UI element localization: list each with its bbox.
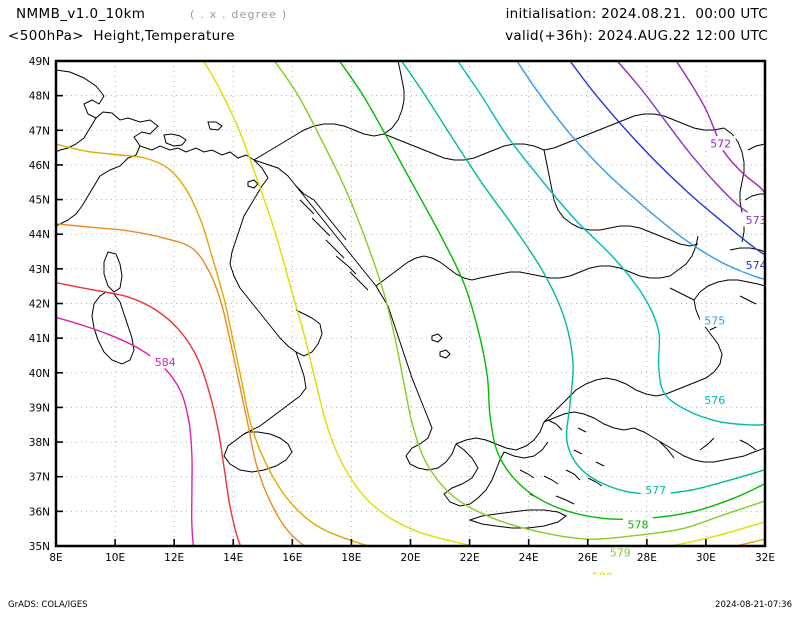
plot-background <box>56 61 765 546</box>
x-axis-tick-label: 28E <box>637 552 657 564</box>
y-axis-tick-label: 46N <box>29 160 50 172</box>
y-axis-tick-label: 49N <box>29 56 50 68</box>
contour-label-mask <box>587 569 618 575</box>
y-axis-tick-label: 36N <box>29 506 50 518</box>
contour-label-579: 579 <box>610 546 631 559</box>
y-axis-tick-label: 45N <box>29 195 50 207</box>
contour-label-mask <box>622 517 653 532</box>
x-axis-tick-label: 26E <box>578 552 598 564</box>
y-axis-tick-label: 40N <box>29 368 50 380</box>
map-canvas: 572573574575576577578579580581582583584 … <box>29 56 775 575</box>
x-axis-tick-label: 20E <box>401 552 421 564</box>
x-axis-tick-label: 8E <box>49 552 62 564</box>
resolution-note: ( . x . degree ) <box>190 8 288 21</box>
x-axis-tick-label: 32E <box>755 552 775 564</box>
map-plot: 572573574575576577578579580581582583584 … <box>29 56 775 575</box>
x-axis-tick-label: 22E <box>460 552 480 564</box>
contour-line-584 <box>56 316 194 546</box>
contour-line-578 <box>339 61 765 521</box>
model-title: NMMB_v1.0_10km <box>16 6 146 22</box>
contour-label-mask <box>741 212 772 227</box>
contour-label-580: 580 <box>592 571 613 575</box>
contour-label-572: 572 <box>710 138 731 151</box>
y-axis-tick-label: 38N <box>29 437 50 449</box>
contour-label-mask <box>699 392 730 407</box>
x-axis-tick-label: 14E <box>223 552 243 564</box>
contour-label-584: 584 <box>155 356 176 369</box>
contour-line-574 <box>569 61 765 256</box>
y-axis-tick-label: 35N <box>29 541 50 553</box>
contour-line-579 <box>274 61 765 540</box>
contour-line-576 <box>457 61 765 426</box>
contour-line-575 <box>516 61 765 280</box>
contour-label-mask <box>705 136 736 151</box>
x-axis-labels: 8E 10E 12E 14E 16E 18E 20E 22E 24E 26E 28E 30E 32E <box>49 552 775 564</box>
contour-line-581 <box>56 143 765 546</box>
axis-ticks <box>55 60 766 547</box>
x-axis-tick-label: 24E <box>519 552 539 564</box>
x-axis-tick-label: 30E <box>696 552 716 564</box>
contour-label-577: 577 <box>645 484 666 497</box>
contour-line-582 <box>56 223 306 546</box>
contour-label-mask <box>640 482 671 497</box>
level-field-title: <500hPa> Height,Temperature <box>8 28 235 44</box>
contour-line-580 <box>203 61 765 546</box>
y-axis-tick-label: 42N <box>29 299 50 311</box>
grads-credit: GrADS: COLA/IGES <box>8 600 88 610</box>
contour-label-576: 576 <box>704 394 725 407</box>
contour-labels: 572573574575576577578579580581582583584 <box>150 136 772 575</box>
contour-line-583 <box>56 282 242 546</box>
initialisation-time: initialisation: 2024.08.21. 00:00 UTC <box>505 6 768 22</box>
contour-label-574: 574 <box>746 259 767 272</box>
x-axis-tick-label: 10E <box>105 552 125 564</box>
contour-label-mask <box>605 544 636 559</box>
y-axis-tick-label: 37N <box>29 472 50 484</box>
y-axis-tick-label: 48N <box>29 91 50 103</box>
contour-label-mask <box>741 257 772 272</box>
y-axis-tick-label: 44N <box>29 229 50 241</box>
contour-label-573: 573 <box>746 214 767 227</box>
contour-label-575: 575 <box>704 314 725 327</box>
contour-label-578: 578 <box>627 519 648 532</box>
y-axis-tick-label: 43N <box>29 264 50 276</box>
generated-timestamp: 2024-08-21-07:36 <box>715 600 792 610</box>
contour-label-mask <box>699 312 730 327</box>
valid-time: valid(+36h): 2024.AUG.22 12:00 UTC <box>505 28 768 44</box>
contour-label-mask <box>150 354 181 369</box>
x-axis-tick-label: 16E <box>282 552 302 564</box>
y-axis-labels: 35N 36N 37N 38N 39N 40N 41N 42N 43N 44N 45N 46N 47N 4… <box>29 56 50 553</box>
contour-lines <box>56 61 765 546</box>
y-axis-tick-label: 47N <box>29 125 50 137</box>
x-axis-tick-label: 12E <box>164 552 184 564</box>
y-axis-tick-label: 41N <box>29 333 50 345</box>
x-axis-tick-label: 18E <box>341 552 361 564</box>
y-axis-tick-label: 39N <box>29 402 50 414</box>
